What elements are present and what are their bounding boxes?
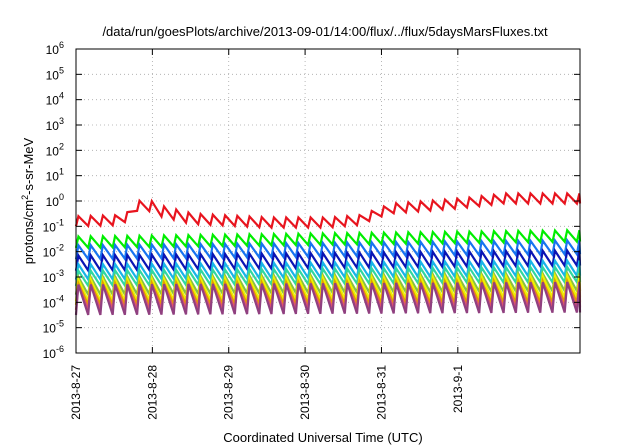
y-axis-label: protons/cm2-s-sr-MeV [20,137,36,264]
y-tick-label: 100 [46,192,64,209]
y-tick-label: 10-3 [43,268,64,285]
flux-series-line [74,227,582,251]
flux-series-line [74,281,582,316]
y-tick-label: 101 [46,167,64,184]
y-tick-label: 10-4 [43,293,64,310]
flux-series-line [74,191,582,230]
y-tick-label: 105 [46,65,64,82]
x-tick-label: 2013-9-1 [451,365,465,413]
series-layer [74,191,582,316]
chart-title: /data/run/goesPlots/archive/2013-09-01/1… [102,24,548,39]
y-tick-label: 102 [46,141,64,158]
y-axis: 106 105 104 103 102 101 100 10-1 10-2 10-3 10-4 10-… [43,40,580,361]
flux-series-line [74,263,582,289]
x-tick-label: 2013-8-29 [222,365,236,420]
y-tick-label: 10-6 [43,344,64,361]
x-tick-label: 2013-8-31 [374,365,388,420]
x-tick-label: 2013-8-27 [69,365,83,420]
y-tick-label: 10-2 [43,243,64,260]
flux-series-line [74,247,582,274]
y-tick-label: 104 [46,91,64,108]
x-tick-label: 2013-8-30 [298,365,312,420]
x-tick-label: 2013-8-28 [145,365,159,420]
flux-series-line [74,237,582,262]
y-tick-label: 103 [46,116,64,133]
x-axis-label: Coordinated Universal Time (UTC) [223,430,422,445]
y-tick-label: 10-1 [43,217,64,234]
y-tick-label: 106 [46,40,64,57]
y-tick-label: 10-5 [43,319,64,336]
x-axis: 2013-8-27 2013-8-28 2013-8-29 2013-8-30 2013… [69,49,465,420]
